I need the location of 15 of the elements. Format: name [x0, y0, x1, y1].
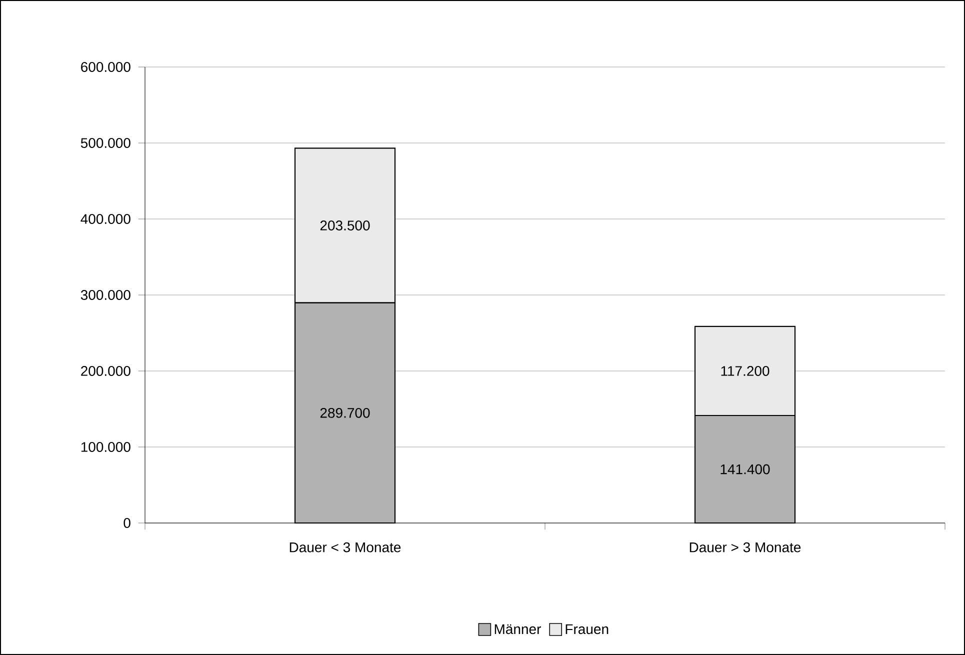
y-tick-label: 300.000	[80, 290, 130, 300]
data-label: 203.500	[320, 220, 370, 230]
data-label: 141.400	[720, 464, 770, 474]
x-tick-label: Dauer < 3 Monate	[290, 542, 401, 552]
y-tick-label: 400.000	[80, 214, 130, 224]
data-label: 117.200	[721, 366, 770, 376]
data-label: 289.700	[320, 408, 370, 418]
legend-label: Frauen	[566, 624, 608, 634]
x-tick-label: Dauer > 3 Monate	[690, 542, 801, 552]
y-tick-label: 0	[124, 518, 130, 528]
y-tick-label: 100.000	[81, 442, 130, 452]
legend-label: Männer	[494, 624, 541, 634]
y-tick-label: 200.000	[81, 366, 130, 376]
y-tick-label: 600.000	[81, 62, 130, 72]
y-tick-label: 500.000	[80, 138, 130, 148]
